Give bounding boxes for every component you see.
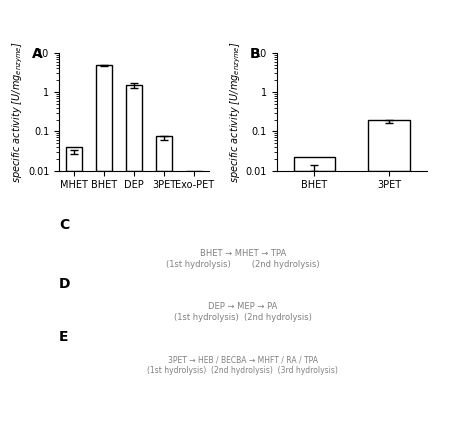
- Text: A: A: [32, 47, 43, 61]
- Text: BHET → MHET → TPA
(1st hydrolysis)        (2nd hydrolysis): BHET → MHET → TPA (1st hydrolysis) (2nd …: [166, 249, 320, 269]
- Text: B: B: [250, 47, 260, 61]
- Bar: [293, 157, 335, 171]
- Text: 3PET → HEB / BECBA → MHFT / RA / TPA
(1st hydrolysis)  (2nd hydrolysis)  (3rd hy: 3PET → HEB / BECBA → MHFT / RA / TPA (1s…: [147, 356, 338, 375]
- Text: D: D: [59, 277, 71, 291]
- Bar: [156, 136, 173, 171]
- Bar: [126, 85, 143, 171]
- Text: DEP → MEP → PA
(1st hydrolysis)  (2nd hydrolysis): DEP → MEP → PA (1st hydrolysis) (2nd hyd…: [174, 302, 312, 322]
- Bar: [96, 65, 112, 171]
- Y-axis label: specific activity [U/mg$_{enzyme}$]: specific activity [U/mg$_{enzyme}$]: [11, 41, 26, 183]
- Text: C: C: [59, 218, 70, 232]
- Y-axis label: specific activity [U/mg$_{enzyme}$]: specific activity [U/mg$_{enzyme}$]: [228, 41, 243, 183]
- Bar: [368, 121, 410, 171]
- Bar: [186, 171, 202, 440]
- Bar: [66, 147, 82, 171]
- Text: E: E: [59, 330, 69, 344]
